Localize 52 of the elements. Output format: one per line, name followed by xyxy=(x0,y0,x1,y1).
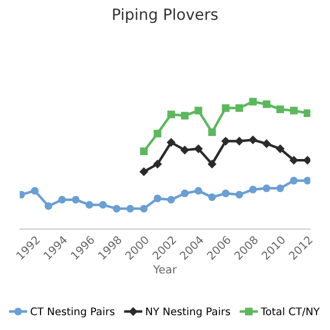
point xyxy=(248,136,258,144)
point xyxy=(262,140,271,148)
point xyxy=(167,110,175,118)
point xyxy=(249,98,257,106)
point xyxy=(180,146,189,154)
point xyxy=(304,109,310,117)
point xyxy=(222,104,230,112)
point xyxy=(154,130,162,138)
point xyxy=(194,106,202,114)
point xyxy=(262,100,270,108)
point xyxy=(167,196,175,204)
point xyxy=(30,186,39,195)
point xyxy=(249,186,257,194)
legend-label: CT Nesting Pairs xyxy=(30,307,114,318)
point xyxy=(58,196,66,204)
point xyxy=(208,160,216,168)
point xyxy=(194,186,202,195)
point xyxy=(86,201,94,209)
point xyxy=(140,148,148,156)
point xyxy=(222,190,230,198)
point xyxy=(276,184,284,192)
point xyxy=(99,201,107,209)
point xyxy=(276,105,284,114)
point xyxy=(290,176,298,184)
point xyxy=(140,204,148,212)
point xyxy=(112,204,120,212)
point xyxy=(262,184,270,192)
point xyxy=(222,137,230,146)
point xyxy=(208,128,216,136)
point xyxy=(290,106,298,114)
point xyxy=(235,137,244,146)
legend-label: Total CT/NY xyxy=(260,307,320,316)
point xyxy=(194,144,203,153)
point xyxy=(126,204,134,212)
point xyxy=(208,193,216,202)
point xyxy=(235,190,244,198)
chart-title: Piping Plovers xyxy=(113,8,218,24)
point xyxy=(235,104,244,112)
point xyxy=(44,202,52,210)
point xyxy=(154,194,162,202)
point xyxy=(276,144,284,153)
x-axis-title: Year xyxy=(153,265,177,274)
point xyxy=(304,176,310,184)
point xyxy=(153,160,162,168)
point xyxy=(167,138,176,147)
point xyxy=(180,190,189,198)
point xyxy=(290,156,298,164)
legend-label: NY Nesting Pairs xyxy=(146,307,230,318)
point xyxy=(140,168,148,176)
point xyxy=(72,196,80,204)
point xyxy=(180,112,189,120)
point xyxy=(303,156,310,164)
